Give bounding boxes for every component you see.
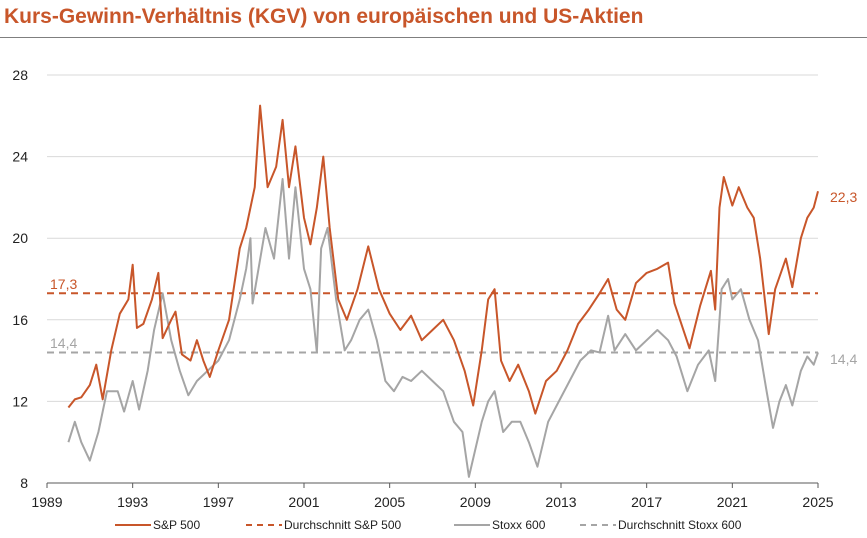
x-tick-label: 2009 — [460, 494, 491, 510]
x-tick-label: 2013 — [545, 494, 576, 510]
sp-last-label: 22,3 — [830, 189, 857, 205]
y-tick-label: 20 — [12, 230, 28, 246]
legend-label: Durchschnitt S&P 500 — [284, 518, 402, 532]
y-tick-label: 12 — [12, 393, 28, 409]
x-tick-label: 2025 — [802, 494, 833, 510]
x-tick-label: 1989 — [31, 494, 62, 510]
x-tick-label: 2005 — [374, 494, 405, 510]
y-tick-label: 8 — [20, 475, 28, 491]
x-tick-label: 2017 — [631, 494, 662, 510]
legend-label: Stoxx 600 — [492, 518, 546, 532]
legend-label: Durchschnitt Stoxx 600 — [618, 518, 742, 532]
x-tick-label: 1993 — [117, 494, 148, 510]
y-tick-label: 24 — [12, 149, 28, 165]
series-line-s-p-500 — [67, 104, 819, 415]
stoxx-last-label: 14,4 — [830, 351, 857, 367]
title-divider — [0, 37, 867, 38]
chart-title: Kurs-Gewinn-Verhältnis (KGV) von europäi… — [4, 5, 644, 28]
y-tick-label: 16 — [12, 312, 28, 328]
sp-avg-label: 17,3 — [50, 276, 77, 292]
legend-label: S&P 500 — [153, 518, 200, 532]
y-tick-label: 28 — [12, 67, 28, 83]
x-tick-label: 2021 — [717, 494, 748, 510]
series-line-stoxx-600 — [67, 178, 819, 478]
stoxx-avg-label: 14,4 — [50, 335, 77, 351]
x-tick-label: 1997 — [203, 494, 234, 510]
x-tick-label: 2001 — [288, 494, 319, 510]
